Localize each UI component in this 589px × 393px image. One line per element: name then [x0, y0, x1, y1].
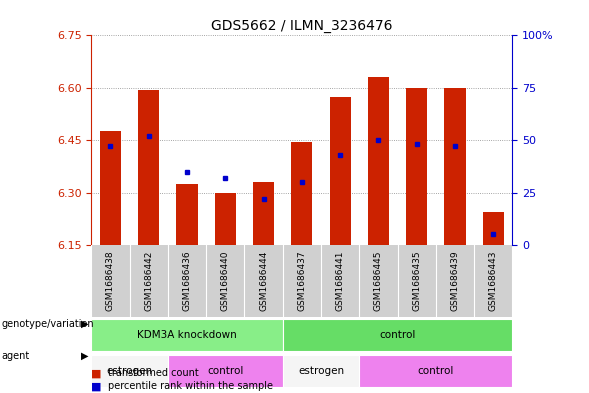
Text: GSM1686442: GSM1686442 — [144, 251, 153, 311]
Bar — [330, 97, 350, 245]
Text: GSM1686439: GSM1686439 — [451, 251, 459, 311]
Text: agent: agent — [1, 351, 29, 361]
Text: control: control — [379, 330, 416, 340]
Text: control: control — [418, 366, 454, 376]
Text: genotype/variation: genotype/variation — [1, 319, 94, 329]
Text: estrogen: estrogen — [298, 366, 344, 376]
Text: GSM1686440: GSM1686440 — [221, 251, 230, 311]
Bar — [368, 77, 389, 245]
Text: GSM1686436: GSM1686436 — [183, 251, 191, 311]
Bar — [283, 319, 512, 351]
Text: ▶: ▶ — [81, 351, 89, 361]
Text: GSM1686441: GSM1686441 — [336, 251, 345, 311]
Bar — [406, 88, 427, 245]
Text: control: control — [207, 366, 243, 376]
Bar — [359, 355, 512, 387]
Bar — [283, 355, 359, 387]
Bar — [445, 88, 465, 245]
Title: GDS5662 / ILMN_3236476: GDS5662 / ILMN_3236476 — [211, 19, 393, 33]
Bar — [168, 355, 283, 387]
Text: transformed count: transformed count — [108, 368, 198, 378]
Bar — [91, 355, 168, 387]
Bar — [483, 212, 504, 245]
Text: KDM3A knockdown: KDM3A knockdown — [137, 330, 237, 340]
Text: GSM1686435: GSM1686435 — [412, 251, 421, 311]
Text: percentile rank within the sample: percentile rank within the sample — [108, 381, 273, 391]
Text: GSM1686438: GSM1686438 — [106, 251, 115, 311]
Bar — [91, 319, 283, 351]
Bar — [253, 182, 274, 245]
Text: GSM1686443: GSM1686443 — [489, 251, 498, 311]
Text: GSM1686437: GSM1686437 — [297, 251, 306, 311]
Text: GSM1686445: GSM1686445 — [374, 251, 383, 311]
Bar — [138, 90, 159, 245]
Bar — [177, 184, 197, 245]
Text: ▶: ▶ — [81, 319, 89, 329]
Text: estrogen: estrogen — [107, 366, 153, 376]
Bar — [215, 193, 236, 245]
Text: ■: ■ — [91, 381, 102, 391]
Bar — [100, 131, 121, 245]
Text: GSM1686444: GSM1686444 — [259, 251, 268, 311]
Text: ■: ■ — [91, 368, 102, 378]
Bar — [292, 142, 312, 245]
